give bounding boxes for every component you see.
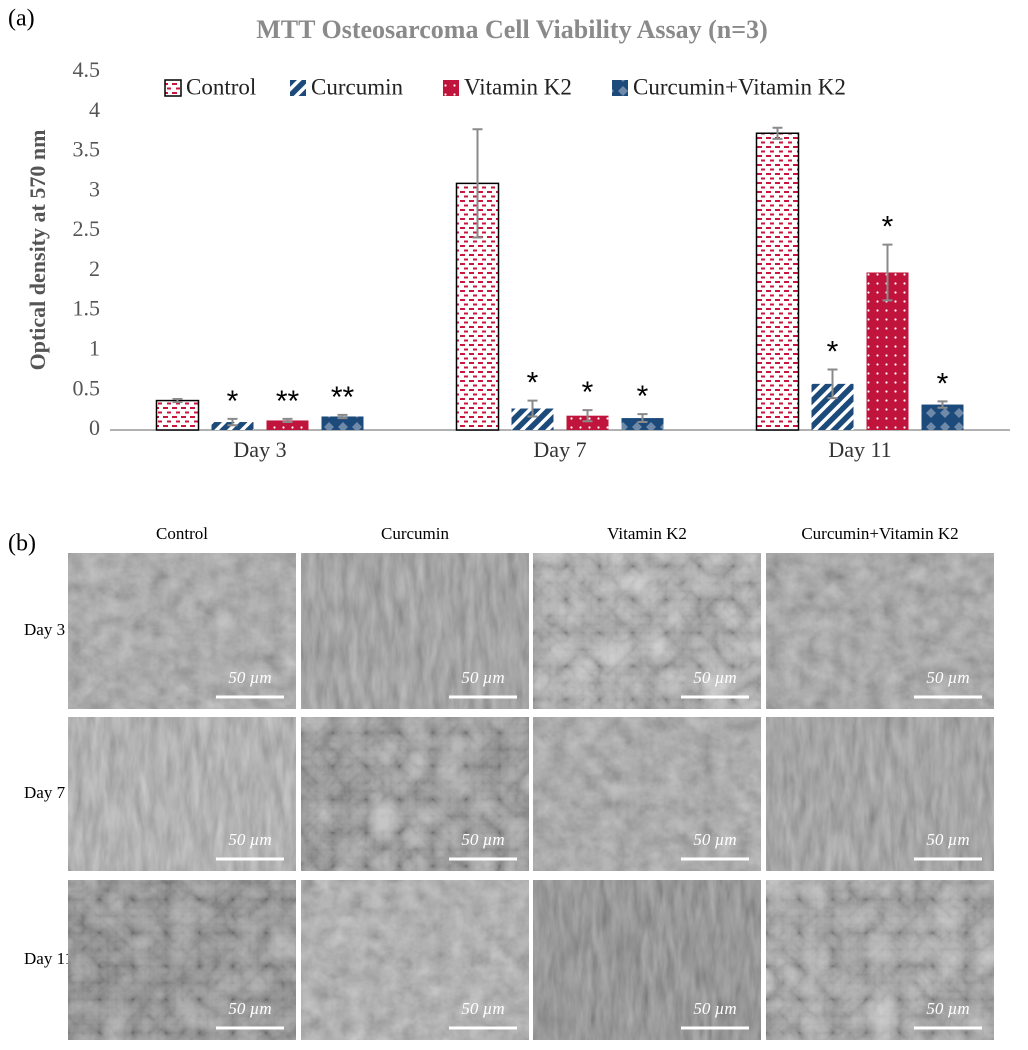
legend-label: Curcumin <box>311 74 403 99</box>
sem-image <box>68 880 296 1040</box>
bar <box>321 416 364 430</box>
y-tick-label: 4.5 <box>73 57 101 82</box>
legend-label: Vitamin K2 <box>464 74 572 99</box>
panel-label: (a) <box>8 6 35 32</box>
scale-bar-label: 50 µm <box>926 999 969 1018</box>
legend-swatch <box>612 80 628 96</box>
row-header: Day 3 <box>24 620 65 639</box>
error-bar <box>937 400 948 409</box>
legend-label: Curcumin+Vitamin K2 <box>633 74 846 99</box>
error-bar <box>527 399 538 418</box>
bar <box>566 415 609 430</box>
scale-bar-label: 50 µm <box>693 830 736 849</box>
sem-image <box>533 717 761 871</box>
error-bar <box>582 409 593 423</box>
sem-image <box>68 553 296 709</box>
scale-bar-label: 50 µm <box>461 668 504 687</box>
scale-bar-label: 50 µm <box>461 999 504 1018</box>
panel-label: (b) <box>8 531 36 557</box>
scale-bar-label: 50 µm <box>228 668 271 687</box>
legend-swatch <box>290 80 306 96</box>
legend-swatch <box>443 80 459 96</box>
sem-image <box>766 717 994 871</box>
error-bar <box>882 243 893 302</box>
scale-bar-label: 50 µm <box>228 830 271 849</box>
significance-mark: * <box>227 385 239 418</box>
significance-mark: ** <box>331 381 355 414</box>
y-axis-label: Optical density at 570 nm <box>25 130 50 371</box>
legend-label: Control <box>186 74 256 99</box>
bar <box>755 132 800 431</box>
chart-title: MTT Osteosarcoma Cell Viability Assay (n… <box>256 15 767 44</box>
legend-swatch <box>164 79 182 97</box>
scale-bar-label: 50 µm <box>693 668 736 687</box>
x-tick-label: Day 7 <box>533 437 586 462</box>
significance-mark: * <box>637 380 649 413</box>
significance-mark: * <box>582 376 594 409</box>
error-bar <box>172 397 183 404</box>
bar <box>511 408 554 430</box>
y-tick-label: 3 <box>89 176 100 201</box>
bar <box>921 404 964 430</box>
sem-image <box>68 717 296 871</box>
sem-image <box>533 553 761 709</box>
y-tick-label: 2 <box>89 256 100 281</box>
significance-mark: * <box>882 211 894 244</box>
row-header: Day 7 <box>24 783 66 802</box>
column-header: Curcumin+Vitamin K2 <box>801 524 958 543</box>
scale-bar-label: 50 µm <box>926 668 969 687</box>
scale-bar-label: 50 µm <box>461 830 504 849</box>
column-header: Vitamin K2 <box>607 524 687 543</box>
scale-bar-label: 50 µm <box>228 999 271 1018</box>
column-header: Control <box>156 524 208 543</box>
sem-image <box>766 553 994 709</box>
error-bar <box>472 128 483 239</box>
scale-bar-label: 50 µm <box>926 830 969 849</box>
y-tick-label: 0.5 <box>73 375 101 400</box>
error-bar <box>772 126 783 140</box>
error-bar <box>282 417 293 424</box>
sem-image <box>301 717 529 871</box>
sem-image <box>533 880 761 1040</box>
y-tick-label: 4 <box>89 97 100 122</box>
y-tick-label: 1 <box>89 335 100 360</box>
x-tick-label: Day 3 <box>233 437 286 462</box>
y-tick-label: 1.5 <box>73 296 101 321</box>
bar <box>621 418 664 430</box>
sem-image <box>766 880 994 1040</box>
error-bar <box>827 368 838 400</box>
row-header: Day 11 <box>24 949 73 968</box>
sem-image <box>301 880 529 1040</box>
sem-image <box>301 553 529 709</box>
error-bar <box>227 417 238 427</box>
y-tick-label: 2.5 <box>73 216 101 241</box>
bar <box>155 399 200 431</box>
error-bar <box>337 413 348 420</box>
significance-mark: * <box>827 335 839 368</box>
x-tick-label: Day 11 <box>828 437 891 462</box>
significance-mark: * <box>937 367 949 400</box>
y-tick-label: 0 <box>89 415 100 440</box>
significance-mark: * <box>527 366 539 399</box>
y-tick-label: 3.5 <box>73 137 101 162</box>
scale-bar-label: 50 µm <box>693 999 736 1018</box>
bar <box>266 420 309 430</box>
column-header: Curcumin <box>381 524 449 543</box>
error-bar <box>637 413 648 424</box>
significance-mark: ** <box>276 385 300 418</box>
